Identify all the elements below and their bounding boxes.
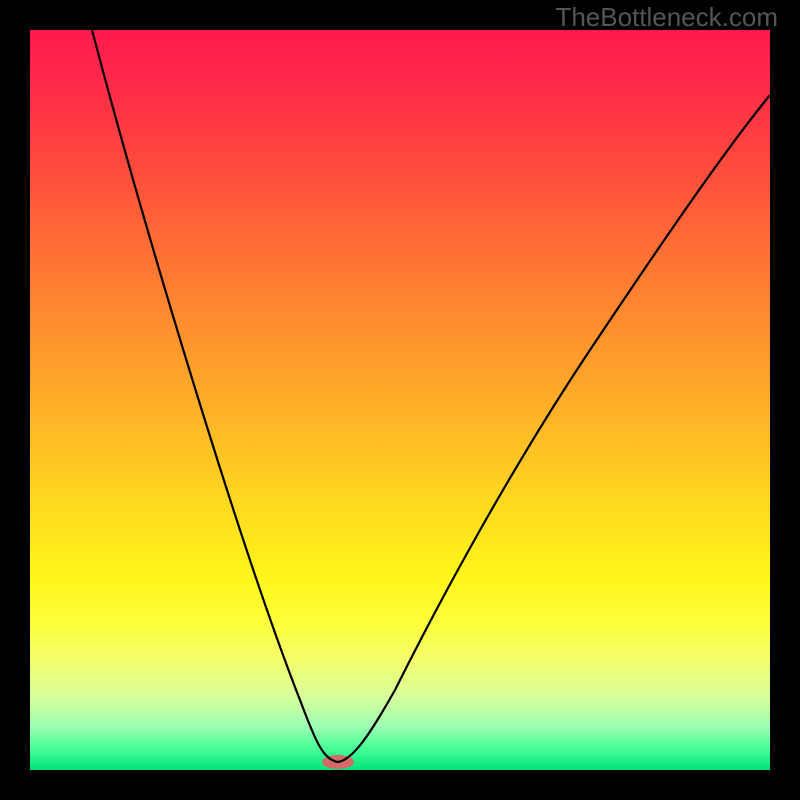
chart-container: TheBottleneck.com <box>0 0 800 800</box>
gradient-plot-area <box>30 30 770 770</box>
watermark-text: TheBottleneck.com <box>555 2 778 33</box>
